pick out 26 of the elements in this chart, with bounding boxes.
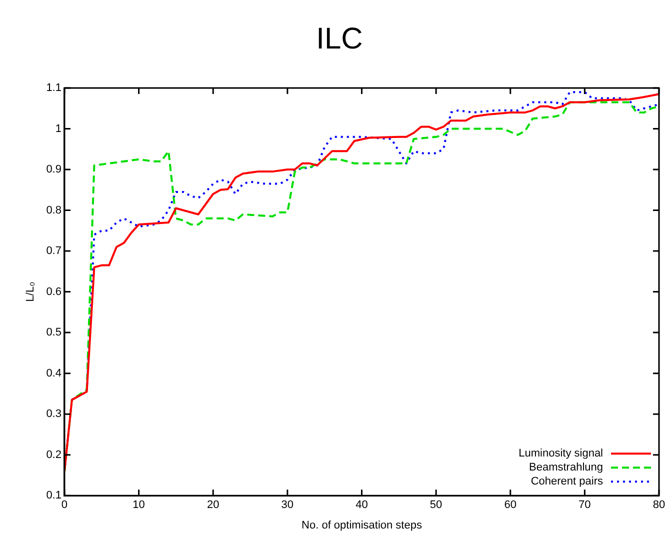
legend-label: Coherent pairs <box>530 476 604 488</box>
legend-label: Beamstrahlung <box>529 462 603 474</box>
x-tick-label: 10 <box>132 499 145 512</box>
x-tick-label: 30 <box>281 499 294 512</box>
x-tick-label: 80 <box>652 499 666 512</box>
x-axis-title: No. of optimisation steps <box>302 519 422 532</box>
y-tick-label: 0.9 <box>46 164 62 176</box>
x-tick-label: 50 <box>430 499 442 512</box>
chart-title: ILC <box>316 22 363 56</box>
y-tick-label: 0.1 <box>46 490 62 502</box>
x-tick-label: 0 <box>61 499 68 512</box>
x-tick-label: 60 <box>504 499 516 512</box>
x-tick-label: 40 <box>356 499 368 512</box>
y-tick-label: 0.2 <box>46 448 62 461</box>
legend-label: Luminosity signal <box>518 448 603 460</box>
y-tick-label: 1 <box>55 122 62 135</box>
x-tick-label: 70 <box>578 499 591 512</box>
y-tick-label: 0.6 <box>46 286 62 298</box>
x-tick-label: 20 <box>206 499 220 512</box>
y-tick-label: 1.1 <box>46 82 62 94</box>
y-tick-label: 0.3 <box>46 408 62 420</box>
y-axis-title: L/L₀ <box>24 282 37 302</box>
y-tick-label: 0.7 <box>46 245 62 258</box>
y-tick-label: 0.8 <box>46 204 62 216</box>
y-tick-label: 0.5 <box>46 326 62 339</box>
y-tick-label: 0.4 <box>46 367 62 380</box>
